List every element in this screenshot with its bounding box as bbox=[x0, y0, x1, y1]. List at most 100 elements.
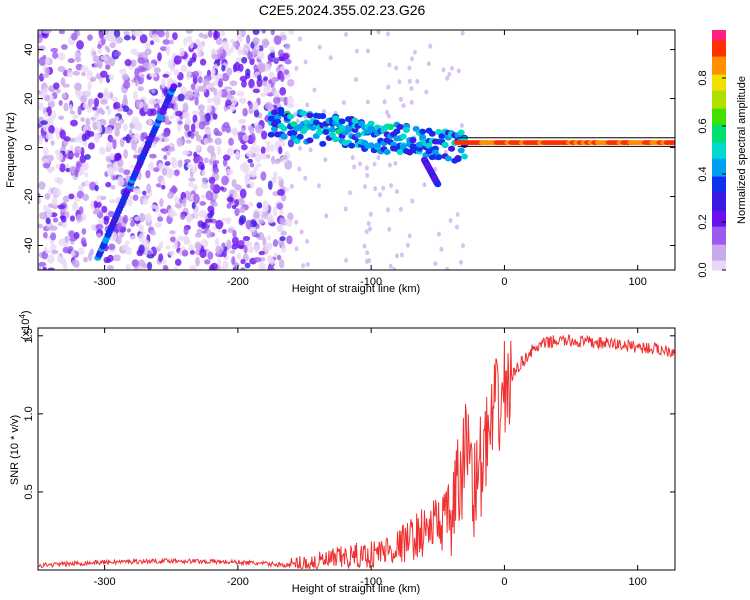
noise-blob bbox=[94, 184, 99, 192]
colorbar-step bbox=[712, 240, 726, 243]
noise-blob bbox=[365, 99, 370, 105]
noise-blob bbox=[93, 111, 99, 120]
noise-blob bbox=[267, 265, 275, 270]
noise-blob bbox=[68, 104, 73, 112]
noise-blob bbox=[288, 30, 295, 36]
noise-blob bbox=[186, 69, 192, 78]
noise-blob bbox=[103, 215, 110, 221]
noise-blob bbox=[368, 211, 373, 217]
noise-blob bbox=[61, 44, 68, 50]
noise-blob bbox=[181, 249, 189, 257]
noise-blob bbox=[84, 180, 90, 187]
noise-blob bbox=[142, 197, 149, 206]
noise-blob bbox=[407, 78, 412, 84]
noise-blob bbox=[136, 249, 143, 257]
colorbar-step bbox=[712, 238, 726, 241]
noise-blob bbox=[455, 211, 460, 217]
noise-blob bbox=[189, 57, 197, 63]
noise-blob bbox=[281, 218, 288, 226]
noise-blob bbox=[80, 65, 89, 73]
noise-blob bbox=[263, 76, 268, 81]
noise-blob bbox=[184, 117, 191, 126]
noise-blob bbox=[198, 42, 205, 48]
noise-blob bbox=[182, 150, 190, 156]
noise-blob bbox=[280, 139, 286, 147]
noise-blob bbox=[125, 133, 131, 144]
noise-blob bbox=[240, 267, 246, 270]
noise-blob bbox=[297, 36, 302, 42]
noise-blob bbox=[321, 109, 326, 115]
noise-blob bbox=[238, 119, 246, 124]
colorbar-step bbox=[712, 204, 726, 207]
noise-blob bbox=[205, 112, 211, 123]
noise-blob bbox=[210, 87, 218, 93]
noise-blob bbox=[167, 146, 176, 152]
noise-blob bbox=[238, 206, 246, 214]
noise-blob bbox=[197, 220, 204, 228]
colorbar-step bbox=[712, 194, 726, 197]
noise-blob bbox=[258, 219, 265, 225]
noise-blob bbox=[80, 117, 86, 122]
noise-blob bbox=[100, 70, 108, 78]
signal-band-mark bbox=[319, 140, 327, 147]
noise-blob bbox=[267, 216, 275, 224]
snr-x-ticks: -300 -200 -100 0 100 bbox=[94, 328, 647, 588]
noise-blob bbox=[87, 34, 93, 41]
noise-blob bbox=[44, 66, 50, 76]
noise-blob bbox=[270, 30, 275, 36]
noise-blob bbox=[208, 176, 216, 185]
colorbar-step bbox=[712, 42, 726, 45]
noise-blob bbox=[170, 186, 178, 193]
signal-band-mark bbox=[316, 129, 324, 136]
noise-blob bbox=[323, 157, 328, 163]
noise-blob bbox=[206, 228, 212, 239]
noise-blob bbox=[274, 158, 281, 165]
noise-blob bbox=[239, 162, 248, 172]
noise-blob bbox=[199, 109, 205, 118]
noise-blob bbox=[180, 86, 188, 96]
noise-blob bbox=[62, 260, 68, 270]
noise-blob bbox=[114, 122, 122, 130]
noise-blob bbox=[271, 76, 277, 84]
noise-blob bbox=[195, 134, 202, 142]
colorbar-step bbox=[712, 54, 726, 57]
noise-blob bbox=[169, 115, 174, 120]
signal-band-mark bbox=[367, 142, 375, 149]
noise-blob bbox=[153, 167, 160, 173]
noise-blob bbox=[69, 215, 75, 222]
noise-blob bbox=[116, 176, 125, 187]
signal-band-mark bbox=[367, 120, 375, 127]
noise-blob bbox=[82, 102, 89, 109]
x-tick-label: -100 bbox=[360, 576, 382, 588]
signal-band-mark bbox=[270, 109, 278, 116]
noise-blob bbox=[253, 145, 261, 154]
noise-blob bbox=[428, 43, 433, 49]
noise-blob bbox=[218, 78, 224, 88]
noise-blob bbox=[194, 242, 202, 250]
colorbar-step bbox=[712, 222, 726, 225]
noise-blob bbox=[387, 226, 392, 232]
noise-blob bbox=[199, 248, 207, 259]
noise-blob bbox=[265, 140, 271, 146]
noise-blob bbox=[364, 165, 369, 171]
noise-blob bbox=[76, 40, 84, 50]
y-tick-label: 0 bbox=[23, 144, 35, 150]
noise-blob bbox=[147, 161, 155, 171]
colorbar-step bbox=[712, 96, 726, 99]
noise-blob bbox=[256, 78, 263, 88]
noise-blob bbox=[164, 265, 169, 270]
noise-blob bbox=[278, 146, 283, 155]
noise-blob bbox=[114, 153, 121, 162]
noise-blob bbox=[182, 102, 189, 112]
noise-blob bbox=[292, 112, 297, 118]
noise-blob bbox=[240, 258, 246, 265]
noise-blob bbox=[415, 78, 420, 84]
noise-blob bbox=[238, 99, 247, 104]
noise-blob bbox=[142, 190, 147, 196]
noise-blob bbox=[246, 150, 253, 158]
noise-blob bbox=[113, 101, 121, 110]
noise-blob bbox=[387, 162, 392, 168]
noise-blob bbox=[271, 176, 277, 184]
noise-blob bbox=[96, 232, 102, 239]
signal-band-mark bbox=[351, 117, 359, 124]
